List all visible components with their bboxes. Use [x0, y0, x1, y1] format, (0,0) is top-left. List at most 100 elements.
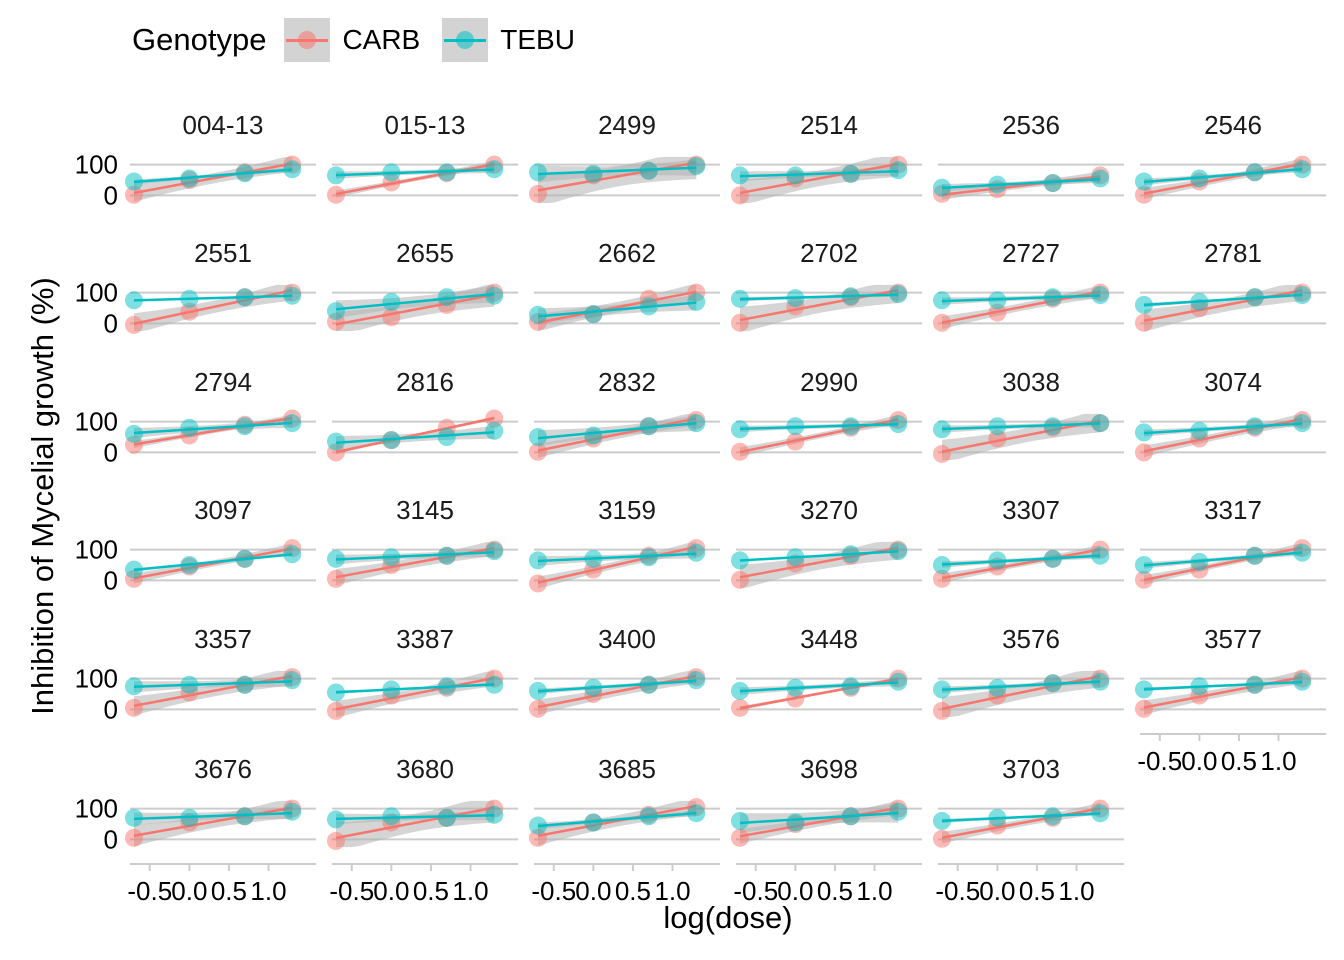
- facet-strip-label: 2727: [1002, 238, 1060, 268]
- data-point-tebu: [326, 302, 345, 321]
- data-point-carb: [485, 409, 504, 428]
- facet-panel: 3074: [1134, 367, 1326, 462]
- data-point-carb: [1134, 185, 1153, 204]
- data-point-carb: [326, 701, 345, 720]
- data-point-carb: [1134, 313, 1153, 332]
- data-point-tebu: [687, 543, 706, 562]
- x-tick-label: -0.5: [127, 876, 172, 906]
- data-point-tebu: [1134, 423, 1153, 442]
- data-point-tebu: [1245, 675, 1264, 694]
- data-point-tebu: [180, 169, 199, 188]
- data-point-tebu: [932, 178, 951, 197]
- data-point-tebu: [988, 291, 1007, 310]
- data-point-tebu: [437, 808, 456, 827]
- data-point-tebu: [485, 160, 504, 179]
- data-point-tebu: [841, 807, 860, 826]
- data-point-tebu: [730, 166, 749, 185]
- data-point-tebu: [988, 678, 1007, 697]
- data-point-tebu: [437, 163, 456, 182]
- legend-title: Genotype: [132, 22, 267, 57]
- data-point-tebu: [528, 681, 547, 700]
- data-point-tebu: [180, 675, 199, 694]
- fit-line-carb: [335, 163, 495, 196]
- data-point-tebu: [786, 548, 805, 567]
- facet-panel: 2702: [730, 238, 922, 332]
- data-point-tebu: [687, 671, 706, 690]
- data-point-tebu: [1245, 417, 1264, 436]
- data-point-tebu: [1134, 295, 1153, 314]
- x-tick-label: 0.0: [373, 876, 409, 906]
- data-point-tebu: [283, 545, 302, 564]
- x-axis-title: log(dose): [663, 900, 793, 935]
- fit-line-carb: [133, 416, 293, 446]
- facet-strip-label: 3448: [800, 624, 858, 654]
- data-point-tebu: [283, 160, 302, 179]
- data-point-carb: [730, 186, 749, 205]
- legend-label-carb: CARB: [342, 24, 421, 55]
- x-tick-label: 0.5: [817, 876, 853, 906]
- y-tick-label: 0: [104, 180, 118, 210]
- fit-line-carb: [335, 416, 495, 454]
- facet-strip-label: 3676: [194, 754, 252, 784]
- facet-strip-label: 3307: [1002, 495, 1060, 525]
- facet-panel: 3270: [730, 495, 922, 589]
- data-point-tebu: [889, 672, 908, 691]
- legend-item-tebu: TEBU: [442, 18, 575, 62]
- facet-strip-label: 3317: [1204, 495, 1262, 525]
- fit-line-carb: [335, 676, 495, 711]
- data-point-tebu: [437, 546, 456, 565]
- data-point-tebu: [180, 289, 199, 308]
- fit-line-tebu: [941, 680, 1101, 692]
- data-point-tebu: [528, 551, 547, 570]
- data-point-tebu: [283, 286, 302, 305]
- data-point-tebu: [639, 417, 658, 436]
- facet-panel: 3680 -0.5 0.0 0.5 1.0: [326, 754, 518, 906]
- data-point-carb: [932, 313, 951, 332]
- facet-panel: 3703 -0.5 0.0 0.5 1.0: [932, 754, 1124, 906]
- facet-panel: 3307: [932, 495, 1124, 588]
- x-tick-label: 0.0: [777, 876, 813, 906]
- facet-panel: 2727: [932, 238, 1124, 332]
- facet-strip-label: 3074: [1204, 367, 1262, 397]
- data-point-tebu: [639, 161, 658, 180]
- data-point-carb: [180, 302, 199, 321]
- data-point-carb: [326, 569, 345, 588]
- data-point-carb: [1134, 443, 1153, 462]
- data-point-tebu: [235, 807, 254, 826]
- fit-line-carb: [1143, 162, 1303, 195]
- facet-panel: 2655: [326, 238, 518, 332]
- data-point-carb: [528, 699, 547, 718]
- x-tick-label: 0.5: [1019, 876, 1055, 906]
- facet-strip-label: 2702: [800, 238, 858, 268]
- data-point-tebu: [528, 816, 547, 835]
- legend-dot-carb: [298, 31, 317, 49]
- data-point-tebu: [1190, 292, 1209, 311]
- data-point-carb: [730, 828, 749, 847]
- data-point-tebu: [841, 164, 860, 183]
- data-point-tebu: [1043, 288, 1062, 307]
- data-point-tebu: [1134, 680, 1153, 699]
- fit-line-carb: [133, 806, 293, 837]
- data-point-tebu: [180, 808, 199, 827]
- fit-line-carb: [1143, 289, 1303, 322]
- facet-panel: 3685 -0.5 0.0 0.5 1.0: [528, 754, 720, 906]
- data-point-tebu: [841, 677, 860, 696]
- data-point-tebu: [988, 417, 1007, 436]
- facet-panel: 2546: [1134, 110, 1326, 204]
- data-point-tebu: [1293, 286, 1312, 305]
- legend-key-carb: [284, 18, 331, 62]
- facet-panel: 3576: [932, 624, 1124, 720]
- data-point-tebu: [124, 677, 143, 696]
- fit-line-tebu: [335, 683, 495, 694]
- data-point-tebu: [932, 811, 951, 830]
- data-point-tebu: [889, 802, 908, 821]
- data-point-tebu: [889, 415, 908, 434]
- y-axis-title: Inhibition of Mycelial growth (%): [25, 277, 60, 715]
- fit-line-tebu: [537, 421, 697, 440]
- legend: Genotype CARB TEBU: [132, 18, 597, 62]
- fit-line-tebu: [335, 550, 495, 561]
- data-point-tebu: [1190, 169, 1209, 188]
- facet-strip-label: 2551: [194, 238, 252, 268]
- data-point-tebu: [1134, 556, 1153, 574]
